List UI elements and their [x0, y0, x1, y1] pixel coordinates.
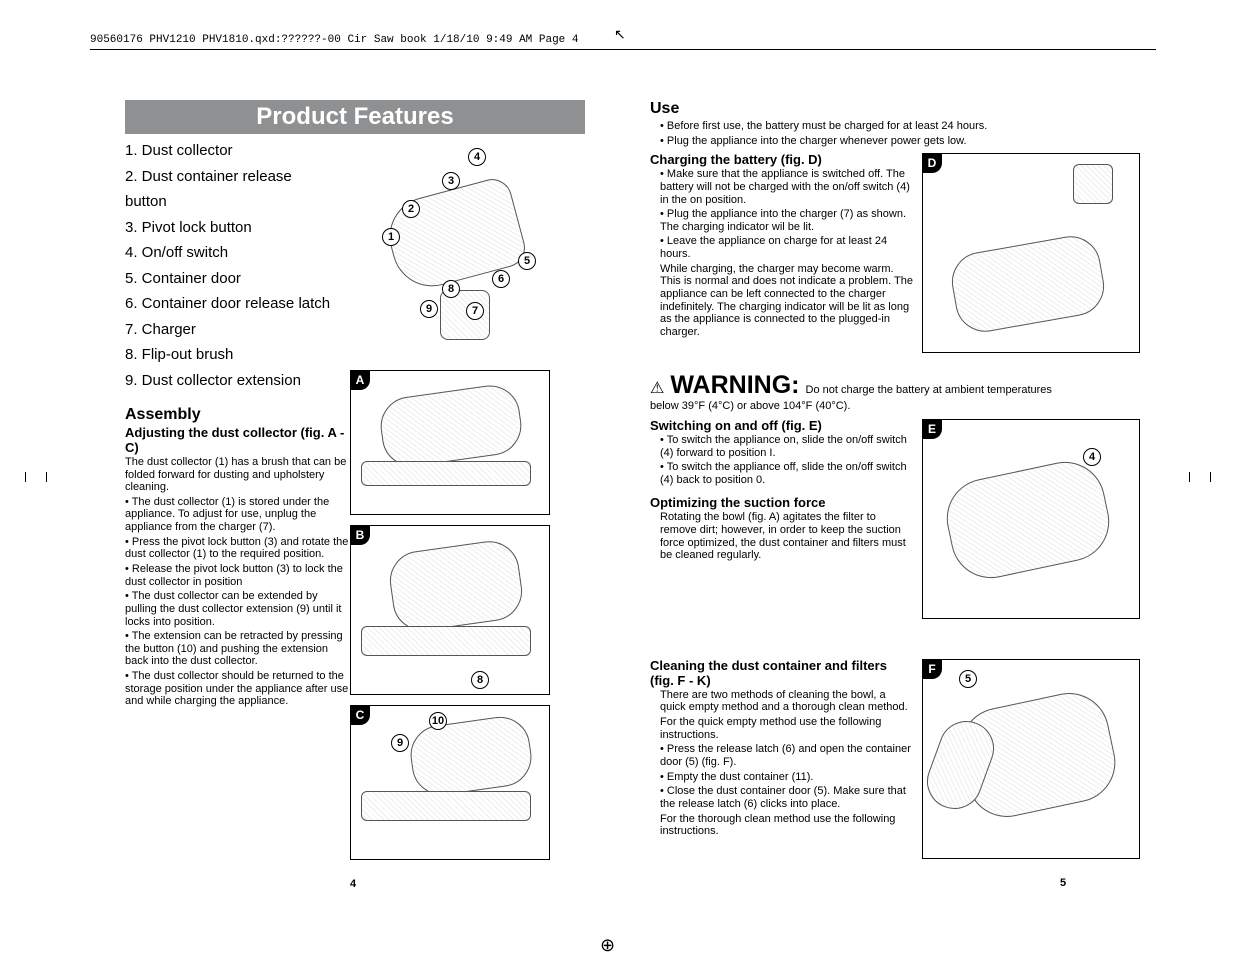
warning-icon: ⚠	[650, 378, 664, 398]
warning-inline: Do not charge the battery at ambient tem…	[806, 384, 1052, 397]
cleaning-p3: For the thorough clean method use the fo…	[660, 813, 914, 838]
assembly-b5: • The extension can be retracted by pres…	[125, 630, 350, 668]
figure-main: 4 3 2 1 5 6 8 9 7	[350, 140, 550, 360]
callout: 2	[402, 200, 420, 218]
warning-block: ⚠ WARNING: Do not charge the battery at …	[650, 371, 1140, 400]
feature-item: 2. Dust container release	[125, 166, 350, 189]
figure-label: C	[350, 705, 370, 725]
cleaning-body: There are two methods of cleaning the bo…	[660, 689, 914, 838]
page-number: 4	[350, 878, 356, 890]
use-b1: • Before first use, the battery must be …	[660, 120, 1140, 133]
assembly-b3: • Release the pivot lock button (3) to l…	[125, 563, 350, 588]
optimizing-p1: Rotating the bowl (fig. A) agitates the …	[660, 511, 914, 562]
cursor-icon: ↖	[614, 26, 626, 43]
figure-f: F 5	[922, 659, 1140, 859]
figure-b: B 8	[350, 525, 550, 695]
figure-e: E 4	[922, 419, 1140, 619]
page-4: Product Features 1. Dust collector 2. Du…	[125, 100, 615, 870]
figure-label: E	[922, 419, 942, 439]
charging-b3: • Leave the appliance on charge for at l…	[660, 235, 914, 260]
callout: 3	[442, 172, 460, 190]
warning-cont: below 39°F (4°C) or above 104°F (40°C).	[650, 400, 1140, 413]
figure-label: B	[350, 525, 370, 545]
switching-b1: • To switch the appliance on, slide the …	[660, 434, 914, 459]
optimizing-heading: Optimizing the suction force	[650, 496, 914, 511]
warning-word: WARNING:	[670, 371, 799, 400]
assembly-b1: • The dust collector (1) is stored under…	[125, 496, 350, 534]
features-title: Product Features	[256, 103, 453, 130]
switching-b2: • To switch the appliance off, slide the…	[660, 461, 914, 486]
assembly-subheading: Adjusting the dust collector (fig. A - C…	[125, 426, 350, 456]
charging-body: • Make sure that the appliance is switch…	[660, 168, 914, 338]
figure-label: F	[922, 659, 942, 679]
callout: 7	[466, 302, 484, 320]
feature-item: 5. Container door	[125, 268, 350, 291]
callout: 5	[518, 252, 536, 270]
page-number: 5	[1060, 877, 1066, 889]
header-runline: 90560176 PHV1210 PHV1810.qxd:??????-00 C…	[90, 34, 578, 46]
assembly-b2: • Press the pivot lock button (3) and ro…	[125, 536, 350, 561]
callout: 6	[492, 270, 510, 288]
cleaning-p2: For the quick empty method use the follo…	[660, 716, 914, 741]
callout: 8	[471, 671, 489, 689]
callout: 1	[382, 228, 400, 246]
use-b2: • Plug the appliance into the charger wh…	[660, 135, 1140, 148]
use-body: • Before first use, the battery must be …	[660, 120, 1140, 147]
callout: 5	[959, 670, 977, 688]
feature-item: 4. On/off switch	[125, 242, 350, 265]
feature-item: 8. Flip-out brush	[125, 344, 350, 367]
feature-list: 1. Dust collector 2. Dust container rele…	[125, 140, 350, 392]
callout: 9	[391, 734, 409, 752]
assembly-body: The dust collector (1) has a brush that …	[125, 456, 350, 708]
switching-body: • To switch the appliance on, slide the …	[660, 434, 914, 487]
optimizing-body: Rotating the bowl (fig. A) agitates the …	[660, 511, 914, 562]
figure-d: D	[922, 153, 1140, 353]
callout: 10	[429, 712, 447, 730]
page-5: Use • Before first use, the battery must…	[650, 100, 1140, 869]
registration-center-mark: ⊕	[600, 935, 615, 956]
figure-label: A	[350, 370, 370, 390]
figure-a: A	[350, 370, 550, 515]
assembly-heading: Assembly	[125, 406, 350, 424]
charging-heading: Charging the battery (fig. D)	[650, 153, 914, 168]
feature-item: 9. Dust collector extension	[125, 370, 350, 393]
charging-p1: While charging, the charger may become w…	[660, 263, 914, 339]
cleaning-b1: • Press the release latch (6) and open t…	[660, 743, 914, 768]
switching-heading: Switching on and off (fig. E)	[650, 419, 914, 434]
feature-item: button	[125, 191, 350, 214]
charging-b1: • Make sure that the appliance is switch…	[660, 168, 914, 206]
feature-item: 6. Container door release latch	[125, 293, 350, 316]
callout: 8	[442, 280, 460, 298]
features-banner: Product Features	[125, 100, 585, 134]
feature-item: 1. Dust collector	[125, 140, 350, 163]
cleaning-p1: There are two methods of cleaning the bo…	[660, 689, 914, 714]
assembly-p1: The dust collector (1) has a brush that …	[125, 456, 350, 494]
callout: 9	[420, 300, 438, 318]
assembly-b4: • The dust collector can be extended by …	[125, 590, 350, 628]
cleaning-b2: • Empty the dust container (11).	[660, 771, 914, 784]
callout: 4	[468, 148, 486, 166]
callout: 4	[1083, 448, 1101, 466]
figure-c: C 10 9	[350, 705, 550, 860]
figure-label: D	[922, 153, 942, 173]
cleaning-heading: Cleaning the dust container and filters …	[650, 659, 914, 689]
use-heading: Use	[650, 100, 1140, 118]
feature-item: 7. Charger	[125, 319, 350, 342]
assembly-b6: • The dust collector should be returned …	[125, 670, 350, 708]
feature-item: 3. Pivot lock button	[125, 217, 350, 240]
cleaning-b3: • Close the dust container door (5). Mak…	[660, 785, 914, 810]
charging-b2: • Plug the appliance into the charger (7…	[660, 208, 914, 233]
